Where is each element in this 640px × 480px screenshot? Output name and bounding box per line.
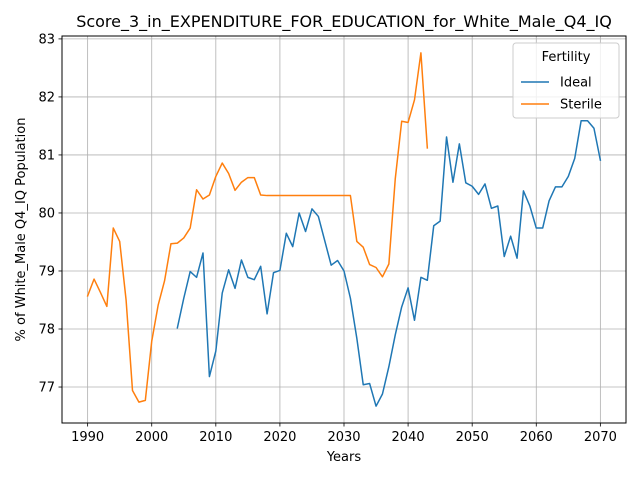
x-tick-label: 2040: [392, 430, 425, 445]
y-axis-title: % of White_Male Q4_IQ Population: [14, 118, 29, 342]
series-line-sterile: [86, 52, 429, 403]
legend-items: Ideal Sterile: [521, 76, 602, 113]
legend-box: [512, 42, 620, 119]
x-tick-label: 2060: [520, 430, 553, 445]
y-tick-label: 77: [38, 381, 55, 396]
x-tick-label: 2070: [584, 430, 617, 445]
legend-label-ideal: Ideal: [560, 76, 592, 91]
x-tick-label: 2000: [135, 430, 168, 445]
x-tick-label: 2010: [199, 430, 232, 445]
y-tick-label: 79: [38, 264, 55, 279]
x-tick-label: 2020: [263, 430, 296, 445]
y-tick-label: 83: [38, 32, 55, 47]
x-tick-label: 1990: [71, 430, 104, 445]
legend: Fertility Ideal Sterile: [512, 42, 620, 119]
y-tick-label: 78: [38, 323, 55, 338]
series-lines: [86, 52, 602, 407]
chart-title: Score_3_in_EXPENDITURE_FOR_EDUCATION_for…: [76, 12, 612, 32]
series-line-ideal: [176, 119, 602, 407]
x-tick-label: 2050: [456, 430, 489, 445]
y-tick-label: 80: [38, 206, 55, 221]
axis-ticks: 1990 2000 2010 2020 2030 2040 2050 2060 2070 77 78…: [38, 32, 616, 445]
y-tick-label: 82: [38, 90, 55, 105]
legend-title: Fertility: [542, 50, 591, 65]
legend-label-sterile: Sterile: [560, 98, 602, 113]
x-tick-label: 2030: [327, 430, 360, 445]
y-tick-label: 81: [38, 148, 55, 163]
x-axis-title: Years: [326, 450, 362, 465]
